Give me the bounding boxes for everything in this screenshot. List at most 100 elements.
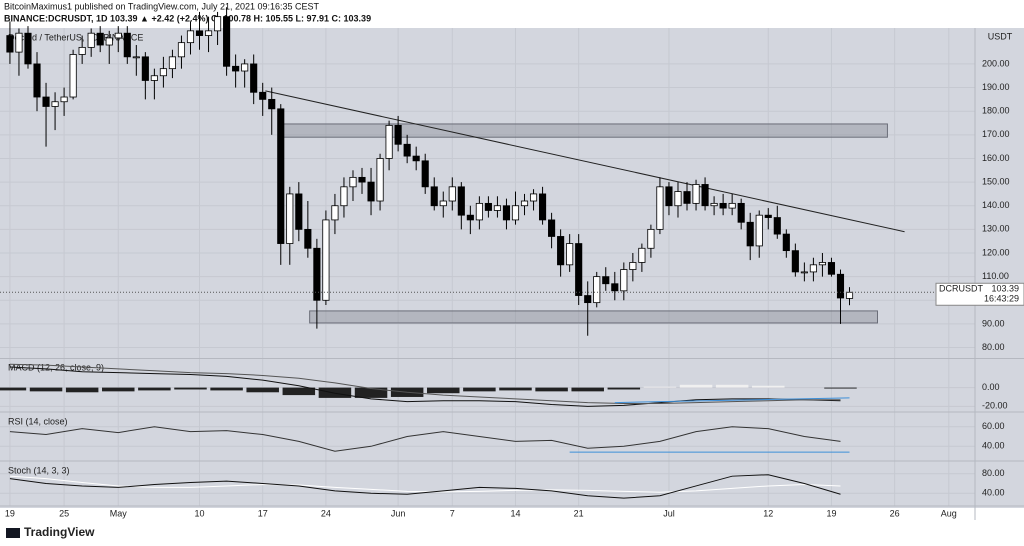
candle-body (827, 262, 836, 275)
zone (282, 123, 888, 138)
candle-body (782, 233, 790, 252)
candle-body (800, 271, 808, 274)
candle-body (620, 269, 628, 292)
macd-histogram-bar (824, 387, 857, 389)
y-tick-label: 80.00 (982, 342, 1005, 352)
zone (309, 310, 878, 324)
y-tick-label: 120.00 (982, 247, 1010, 257)
candle-body (241, 63, 249, 72)
macd-histogram-bar (246, 387, 279, 393)
x-tick-label: 12 (763, 508, 773, 518)
macd-histogram-bar (715, 384, 749, 388)
candle-body (69, 54, 77, 98)
candle-body (746, 221, 754, 247)
candle-body (367, 181, 375, 202)
macd-histogram-bar (174, 387, 207, 390)
candle-body (403, 143, 411, 157)
macd-histogram-bar (463, 387, 496, 392)
brand: TradingView (24, 525, 95, 539)
candle-body (51, 101, 59, 107)
macd-histogram-bar (210, 387, 243, 391)
y-tick-label: 0.00 (982, 382, 1000, 392)
candle-body (773, 217, 781, 235)
x-tick-label: 21 (574, 508, 584, 518)
candle-body (764, 214, 772, 218)
macd-histogram-bar (752, 385, 785, 388)
signal-line (9, 363, 841, 405)
candle-body (114, 32, 122, 39)
indicator-line (9, 475, 841, 493)
macd-histogram-bar (427, 387, 460, 394)
x-tick-label: 17 (258, 508, 268, 518)
x-tick-label: 19 (5, 508, 15, 518)
candle-body (665, 186, 673, 207)
candle-body (421, 160, 429, 188)
x-tick-label: 25 (59, 508, 69, 518)
countdown: 16:43:29 (984, 294, 1019, 304)
candle-body (719, 202, 727, 209)
candle-body (818, 262, 826, 266)
candle-body (701, 184, 709, 207)
pane-title: Decred / TetherUS, 1D, BINANCE (8, 32, 143, 42)
candle-body (466, 214, 474, 221)
indicator-line (9, 426, 841, 452)
candle-body (493, 205, 501, 211)
candle-body (755, 214, 763, 247)
x-tick-label: Aug (941, 508, 957, 518)
candle-body (15, 32, 23, 53)
candle-body (277, 108, 285, 244)
candle-body (502, 205, 511, 221)
y-tick-label: 180.00 (982, 106, 1010, 116)
candle-body (539, 193, 547, 221)
candle-body (96, 32, 104, 46)
candle-body (159, 68, 167, 77)
chart-background (0, 28, 1024, 508)
candle-body (214, 16, 222, 32)
candle-body (484, 202, 492, 211)
candle-body (566, 243, 574, 266)
candle-body (728, 202, 736, 209)
y-tick-label: 200.00 (982, 58, 1010, 68)
trendline (614, 397, 850, 404)
price-tag-value: 103.39 (991, 284, 1019, 294)
candle-body (674, 191, 682, 207)
candle-body (123, 32, 131, 58)
candle-body (259, 91, 267, 100)
candle-body (638, 247, 646, 263)
candle-body (584, 295, 592, 304)
candle-body (611, 283, 619, 292)
macd-histogram-bar (65, 387, 99, 393)
y-tick-label: -20.00 (982, 401, 1008, 411)
candle-body (322, 219, 330, 301)
candle-body (529, 193, 538, 202)
candle-body (575, 243, 583, 296)
candle-body (710, 202, 718, 207)
y-tick-label: 160.00 (982, 153, 1010, 163)
macd-line (9, 366, 841, 407)
macd-histogram-bar (282, 387, 316, 396)
y-tick-label: 140.00 (982, 200, 1010, 210)
trendline (265, 90, 905, 233)
x-tick-label: Jun (391, 508, 406, 518)
candle-body (331, 205, 339, 221)
candle-body (548, 219, 556, 237)
symbol-line: BINANCE:DCRUSDT, 1D 103.39 ▲ +2.42 (+2.4… (4, 13, 371, 23)
candle-body (24, 32, 32, 65)
candle-body (268, 98, 276, 110)
candle-body (295, 193, 303, 230)
candle-body (141, 56, 149, 81)
candle-body (692, 184, 700, 204)
candle-body (304, 228, 312, 249)
candle-body (647, 228, 655, 249)
y-unit: USDT (988, 31, 1013, 41)
price-tag (935, 282, 1024, 306)
candle-body (186, 30, 195, 44)
y-tick-label: 80.00 (982, 468, 1005, 478)
macd-histogram-bar (643, 386, 677, 388)
x-tick-label: 14 (510, 508, 520, 518)
logo: TradingView (6, 525, 95, 539)
candle-body (168, 56, 176, 70)
candle-body (132, 56, 140, 59)
